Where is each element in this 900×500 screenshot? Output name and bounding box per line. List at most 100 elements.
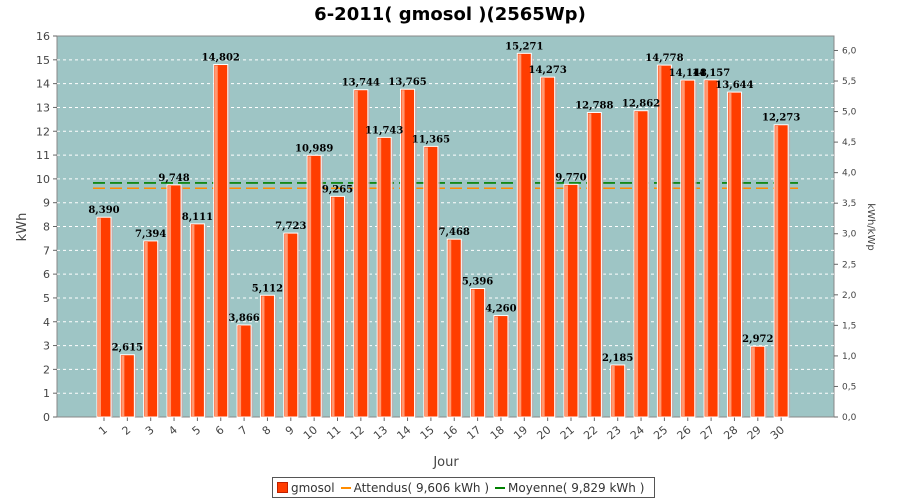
bar-highlight [378, 138, 382, 417]
y2-tick-label: 4,0 [842, 169, 857, 179]
data-label: 12,862 [622, 99, 660, 110]
data-label: 9,770 [555, 172, 586, 183]
x-tick-label: 26 [675, 423, 694, 442]
y2-tick-label: 3,0 [842, 230, 857, 240]
x-tick-label: 16 [441, 423, 460, 442]
data-label: 4,260 [485, 304, 516, 315]
data-label: 7,394 [135, 229, 166, 240]
y2-tick-label: 5,0 [842, 108, 857, 118]
bar-highlight [751, 347, 755, 417]
y-tick-label: 5 [43, 292, 50, 305]
y-tick-label: 14 [36, 78, 50, 91]
y2-tick-label: 2,5 [842, 260, 856, 270]
data-label: 12,273 [762, 113, 800, 124]
y-tick-label: 8 [43, 221, 50, 234]
data-label: 8,390 [88, 205, 119, 216]
y2-tick-label: 0,5 [842, 382, 856, 392]
y-tick-label: 6 [43, 268, 50, 281]
x-tick-label: 5 [190, 423, 204, 437]
data-label: 14,157 [692, 68, 730, 79]
bar-highlight [775, 125, 779, 417]
bar-highlight [635, 111, 639, 417]
legend-label: Moyenne( 9,829 kWh ) [508, 480, 645, 495]
legend-item-attendus: Attendus( 9,606 kWh ) [340, 480, 490, 495]
x-tick-label: 14 [394, 423, 413, 442]
data-label: 5,396 [462, 277, 493, 288]
bar-highlight [471, 289, 475, 417]
x-tick-label: 23 [605, 423, 624, 442]
y2-tick-label: 0,0 [842, 413, 857, 423]
bar-highlight [728, 93, 732, 418]
data-label: 5,112 [252, 283, 283, 294]
bar-highlight [588, 113, 592, 417]
data-label: 9,748 [158, 173, 189, 184]
data-label: 15,271 [505, 41, 543, 52]
x-tick-label: 28 [721, 423, 740, 442]
y2-tick-label: 2,0 [842, 291, 857, 301]
data-label: 14,273 [529, 65, 567, 76]
bar-highlight [121, 355, 125, 417]
data-label: 8,111 [182, 212, 213, 223]
y-tick-label: 10 [36, 173, 50, 186]
data-label: 13,744 [342, 78, 380, 89]
data-label: 7,723 [275, 221, 306, 232]
bar-highlight [98, 218, 101, 417]
y2-axis-label: kWh/kWp [865, 203, 876, 250]
x-tick-label: 15 [418, 423, 437, 442]
x-tick-label: 7 [236, 423, 250, 437]
bar-highlight [308, 156, 312, 417]
x-tick-label: 12 [348, 423, 367, 442]
y-tick-label: 2 [43, 363, 50, 376]
bar-highlight [611, 365, 615, 417]
data-label: 14,802 [202, 53, 240, 64]
x-tick-label: 24 [628, 423, 647, 442]
bar-highlight [401, 90, 405, 417]
y2-tick-label: 5,5 [842, 77, 856, 87]
y2-tick-label: 4,5 [842, 138, 856, 148]
data-label: 13,644 [715, 80, 753, 91]
data-label: 10,989 [295, 143, 333, 154]
bar-highlight [168, 185, 172, 417]
x-tick-label: 27 [698, 423, 717, 442]
x-axis-label: Jour [432, 455, 459, 470]
legend-label: gmosol [291, 480, 335, 495]
legend-item-gmosol: gmosol [277, 481, 335, 495]
x-tick-label: 6 [213, 423, 227, 437]
y2-tick-label: 3,5 [842, 199, 856, 209]
bar-highlight [238, 325, 242, 417]
x-tick-label: 30 [768, 423, 787, 442]
legend-swatch-line [340, 486, 351, 489]
data-label: 9,265 [322, 184, 353, 195]
y-tick-label: 11 [36, 149, 50, 162]
bar-highlight [144, 241, 148, 417]
y-tick-label: 3 [43, 340, 50, 353]
bar-highlight [565, 185, 568, 417]
bar-highlight [705, 80, 709, 417]
x-tick-label: 4 [166, 423, 180, 437]
legend: gmosol Attendus( 9,606 kWh ) Moyenne( 9,… [272, 477, 656, 498]
data-label: 11,365 [412, 134, 450, 145]
data-label: 14,778 [645, 53, 683, 64]
data-label: 2,972 [742, 334, 773, 345]
x-tick-label: 1 [96, 423, 110, 437]
x-tick-label: 22 [581, 423, 600, 442]
x-tick-label: 25 [651, 423, 670, 442]
bar-highlight [331, 197, 335, 417]
bar-highlight [424, 147, 428, 417]
x-tick-label: 18 [488, 423, 507, 442]
bar-highlight [191, 224, 195, 417]
data-label: 14,148 [669, 68, 707, 79]
bar-highlight [518, 54, 522, 417]
y-tick-label: 0 [43, 411, 50, 424]
x-tick-label: 8 [260, 423, 274, 437]
bar-highlight [448, 240, 452, 417]
bar-highlight [261, 296, 265, 417]
bar-highlight [494, 316, 498, 417]
y2-tick-label: 1,5 [842, 321, 856, 331]
legend-swatch-line [495, 486, 506, 489]
bar-highlight [354, 90, 358, 417]
x-tick-label: 20 [534, 423, 553, 442]
y-tick-label: 7 [43, 244, 50, 257]
legend-label: Attendus( 9,606 kWh ) [353, 480, 490, 495]
